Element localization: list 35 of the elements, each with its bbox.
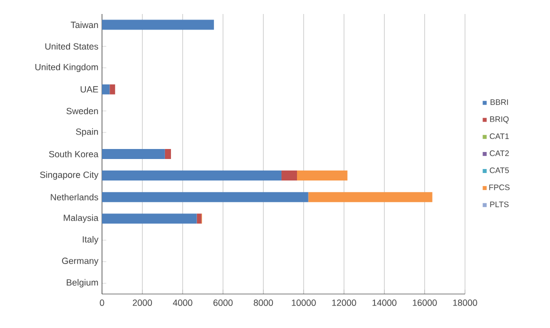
- y-tick-label: Sweden: [66, 108, 98, 114]
- bar: [102, 214, 197, 224]
- bar: [102, 170, 282, 181]
- bar: [196, 214, 202, 224]
- x-tick-label: 2000: [132, 300, 152, 306]
- y-tick-label: Italy: [82, 236, 98, 244]
- x-tick-label: 10000: [292, 300, 316, 306]
- x-tick-label: 16000: [412, 300, 437, 306]
- bar: [281, 170, 298, 181]
- bar: [102, 192, 308, 202]
- y-tick-label: UAE: [80, 86, 98, 93]
- bar: [102, 20, 214, 30]
- bar: [308, 192, 432, 202]
- x-tick-label: 4000: [172, 300, 192, 306]
- y-tick-label: Belgium: [66, 279, 98, 288]
- x-tick-label: 14000: [372, 300, 396, 306]
- bar: [297, 170, 348, 181]
- bar: [164, 149, 171, 160]
- x-tick-label: 12000: [332, 300, 356, 306]
- y-tick-label: South Korea: [49, 150, 98, 158]
- x-tick-label: 6000: [213, 300, 233, 306]
- y-tick-label: Singapore City: [40, 171, 98, 180]
- bar: [102, 149, 165, 160]
- y-tick-label: Malaysia: [64, 214, 98, 223]
- x-tick-label: 8000: [254, 300, 273, 306]
- x-tick-label: 0: [100, 300, 104, 306]
- y-tick-label: United States: [45, 43, 98, 50]
- bar: [110, 84, 116, 94]
- bar: [102, 84, 110, 94]
- y-tick-label: Germany: [62, 258, 98, 266]
- y-tick-label: Taiwan: [70, 21, 98, 28]
- y-tick-label: Netherlands: [50, 194, 98, 200]
- y-tick-label: United Kingdom: [35, 64, 98, 72]
- x-tick-label: 18000: [453, 300, 478, 306]
- y-tick-label: Spain: [76, 128, 98, 137]
